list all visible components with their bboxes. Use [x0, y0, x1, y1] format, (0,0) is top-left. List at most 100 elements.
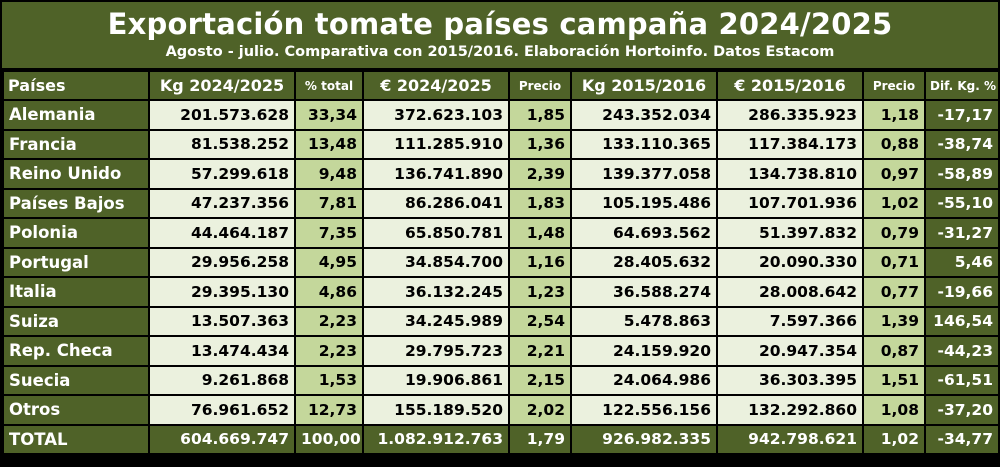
cell-pct-total: 7,81: [296, 189, 362, 217]
cell-eur-2015: 107.701.936: [718, 189, 862, 217]
col-header-kg-2015: Kg 2015/2016: [572, 72, 716, 99]
cell-eur-2015: 132.292.860: [718, 396, 862, 424]
cell-dif-kg: -31,27: [926, 219, 998, 247]
cell-kg-2015: 64.693.562: [572, 219, 716, 247]
cell-precio-2015: 1,39: [864, 307, 924, 335]
cell-dif-kg: -34,77: [926, 425, 998, 453]
cell-precio-2024: 2,15: [510, 366, 570, 394]
cell-dif-kg: 5,46: [926, 248, 998, 276]
cell-kg-2024: 81.538.252: [150, 130, 294, 158]
cell-country: Francia: [4, 130, 148, 158]
cell-precio-2024: 1,36: [510, 130, 570, 158]
table-row: Otros 76.961.652 12,73 155.189.520 2,02 122.5…: [4, 396, 998, 424]
cell-precio-2024: 1,23: [510, 278, 570, 306]
cell-country: Otros: [4, 396, 148, 424]
total-row: TOTAL 604.669.747 100,00 1.082.912.763 1,79 9…: [4, 425, 998, 453]
cell-dif-kg: -61,51: [926, 366, 998, 394]
page-subtitle: Agosto - julio. Comparativa con 2015/201…: [165, 44, 835, 60]
cell-precio-2024: 1,48: [510, 219, 570, 247]
cell-dif-kg: 146,54: [926, 307, 998, 335]
cell-country: Alemania: [4, 101, 148, 129]
cell-precio-2024: 1,85: [510, 101, 570, 129]
col-header-pct-total: % total: [296, 72, 362, 99]
page-title: Exportación tomate países campaña 2024/2…: [107, 7, 893, 41]
cell-eur-2015: 20.090.330: [718, 248, 862, 276]
table-row: Francia 81.538.252 13,48 111.285.910 1,36 133…: [4, 130, 998, 158]
cell-kg-2015: 133.110.365: [572, 130, 716, 158]
cell-precio-2024: 1,16: [510, 248, 570, 276]
table-body: Alemania 201.573.628 33,34 372.623.103 1,85 2…: [4, 101, 998, 453]
cell-eur-2024: 19.906.861: [364, 366, 508, 394]
cell-eur-2015: 134.738.810: [718, 160, 862, 188]
cell-country: TOTAL: [4, 425, 148, 453]
col-header-dif-kg: Dif. Kg. %: [926, 72, 998, 99]
cell-precio-2015: 0,79: [864, 219, 924, 247]
cell-precio-2024: 2,02: [510, 396, 570, 424]
cell-precio-2015: 0,88: [864, 130, 924, 158]
cell-country: Reino Unido: [4, 160, 148, 188]
cell-eur-2015: 7.597.366: [718, 307, 862, 335]
cell-dif-kg: -17,17: [926, 101, 998, 129]
cell-precio-2015: 1,18: [864, 101, 924, 129]
cell-precio-2015: 1,08: [864, 396, 924, 424]
cell-pct-total: 2,23: [296, 307, 362, 335]
cell-kg-2024: 29.395.130: [150, 278, 294, 306]
table-row: Portugal 29.956.258 4,95 34.854.700 1,16 28.4…: [4, 248, 998, 276]
cell-eur-2015: 942.798.621: [718, 425, 862, 453]
table-row: Países Bajos 47.237.356 7,81 86.286.041 1,83…: [4, 189, 998, 217]
cell-eur-2024: 372.623.103: [364, 101, 508, 129]
cell-eur-2024: 29.795.723: [364, 337, 508, 365]
cell-country: Polonia: [4, 219, 148, 247]
cell-precio-2024: 1,83: [510, 189, 570, 217]
cell-precio-2024: 2,21: [510, 337, 570, 365]
col-header-precio-2024: Precio: [510, 72, 570, 99]
cell-precio-2015: 0,97: [864, 160, 924, 188]
cell-pct-total: 9,48: [296, 160, 362, 188]
table-row: Suecia 9.261.868 1,53 19.906.861 2,15 24.064.…: [4, 366, 998, 394]
cell-kg-2015: 122.556.156: [572, 396, 716, 424]
table-row: Rep. Checa 13.474.434 2,23 29.795.723 2,21 24…: [4, 337, 998, 365]
cell-country: Suiza: [4, 307, 148, 335]
cell-pct-total: 33,34: [296, 101, 362, 129]
cell-dif-kg: -44,23: [926, 337, 998, 365]
cell-kg-2015: 24.159.920: [572, 337, 716, 365]
cell-kg-2024: 47.237.356: [150, 189, 294, 217]
cell-kg-2015: 36.588.274: [572, 278, 716, 306]
cell-dif-kg: -55,10: [926, 189, 998, 217]
cell-country: Suecia: [4, 366, 148, 394]
cell-precio-2024: 2,39: [510, 160, 570, 188]
cell-kg-2015: 24.064.986: [572, 366, 716, 394]
cell-pct-total: 7,35: [296, 219, 362, 247]
col-header-eur-2015: € 2015/2016: [718, 72, 862, 99]
table-row: Alemania 201.573.628 33,34 372.623.103 1,85 2…: [4, 101, 998, 129]
cell-kg-2024: 76.961.652: [150, 396, 294, 424]
cell-eur-2024: 1.082.912.763: [364, 425, 508, 453]
cell-eur-2024: 155.189.520: [364, 396, 508, 424]
cell-pct-total: 4,86: [296, 278, 362, 306]
cell-kg-2015: 139.377.058: [572, 160, 716, 188]
header-row: Países Kg 2024/2025 % total € 2024/2025 …: [4, 72, 998, 99]
cell-kg-2015: 5.478.863: [572, 307, 716, 335]
cell-precio-2024: 1,79: [510, 425, 570, 453]
cell-eur-2024: 34.245.989: [364, 307, 508, 335]
cell-pct-total: 2,23: [296, 337, 362, 365]
cell-country: Rep. Checa: [4, 337, 148, 365]
cell-eur-2015: 286.335.923: [718, 101, 862, 129]
cell-dif-kg: -19,66: [926, 278, 998, 306]
cell-eur-2015: 28.008.642: [718, 278, 862, 306]
col-header-kg-2024: Kg 2024/2025: [150, 72, 294, 99]
cell-precio-2015: 1,02: [864, 189, 924, 217]
cell-kg-2024: 604.669.747: [150, 425, 294, 453]
cell-precio-2015: 0,87: [864, 337, 924, 365]
cell-kg-2024: 9.261.868: [150, 366, 294, 394]
cell-country: Países Bajos: [4, 189, 148, 217]
cell-kg-2024: 44.464.187: [150, 219, 294, 247]
cell-eur-2024: 111.285.910: [364, 130, 508, 158]
cell-eur-2015: 36.303.395: [718, 366, 862, 394]
export-table: Países Kg 2024/2025 % total € 2024/2025 …: [2, 70, 1000, 455]
cell-kg-2015: 243.352.034: [572, 101, 716, 129]
col-header-precio-2015: Precio: [864, 72, 924, 99]
table-row: Italia 29.395.130 4,86 36.132.245 1,23 36.588…: [4, 278, 998, 306]
cell-eur-2024: 136.741.890: [364, 160, 508, 188]
